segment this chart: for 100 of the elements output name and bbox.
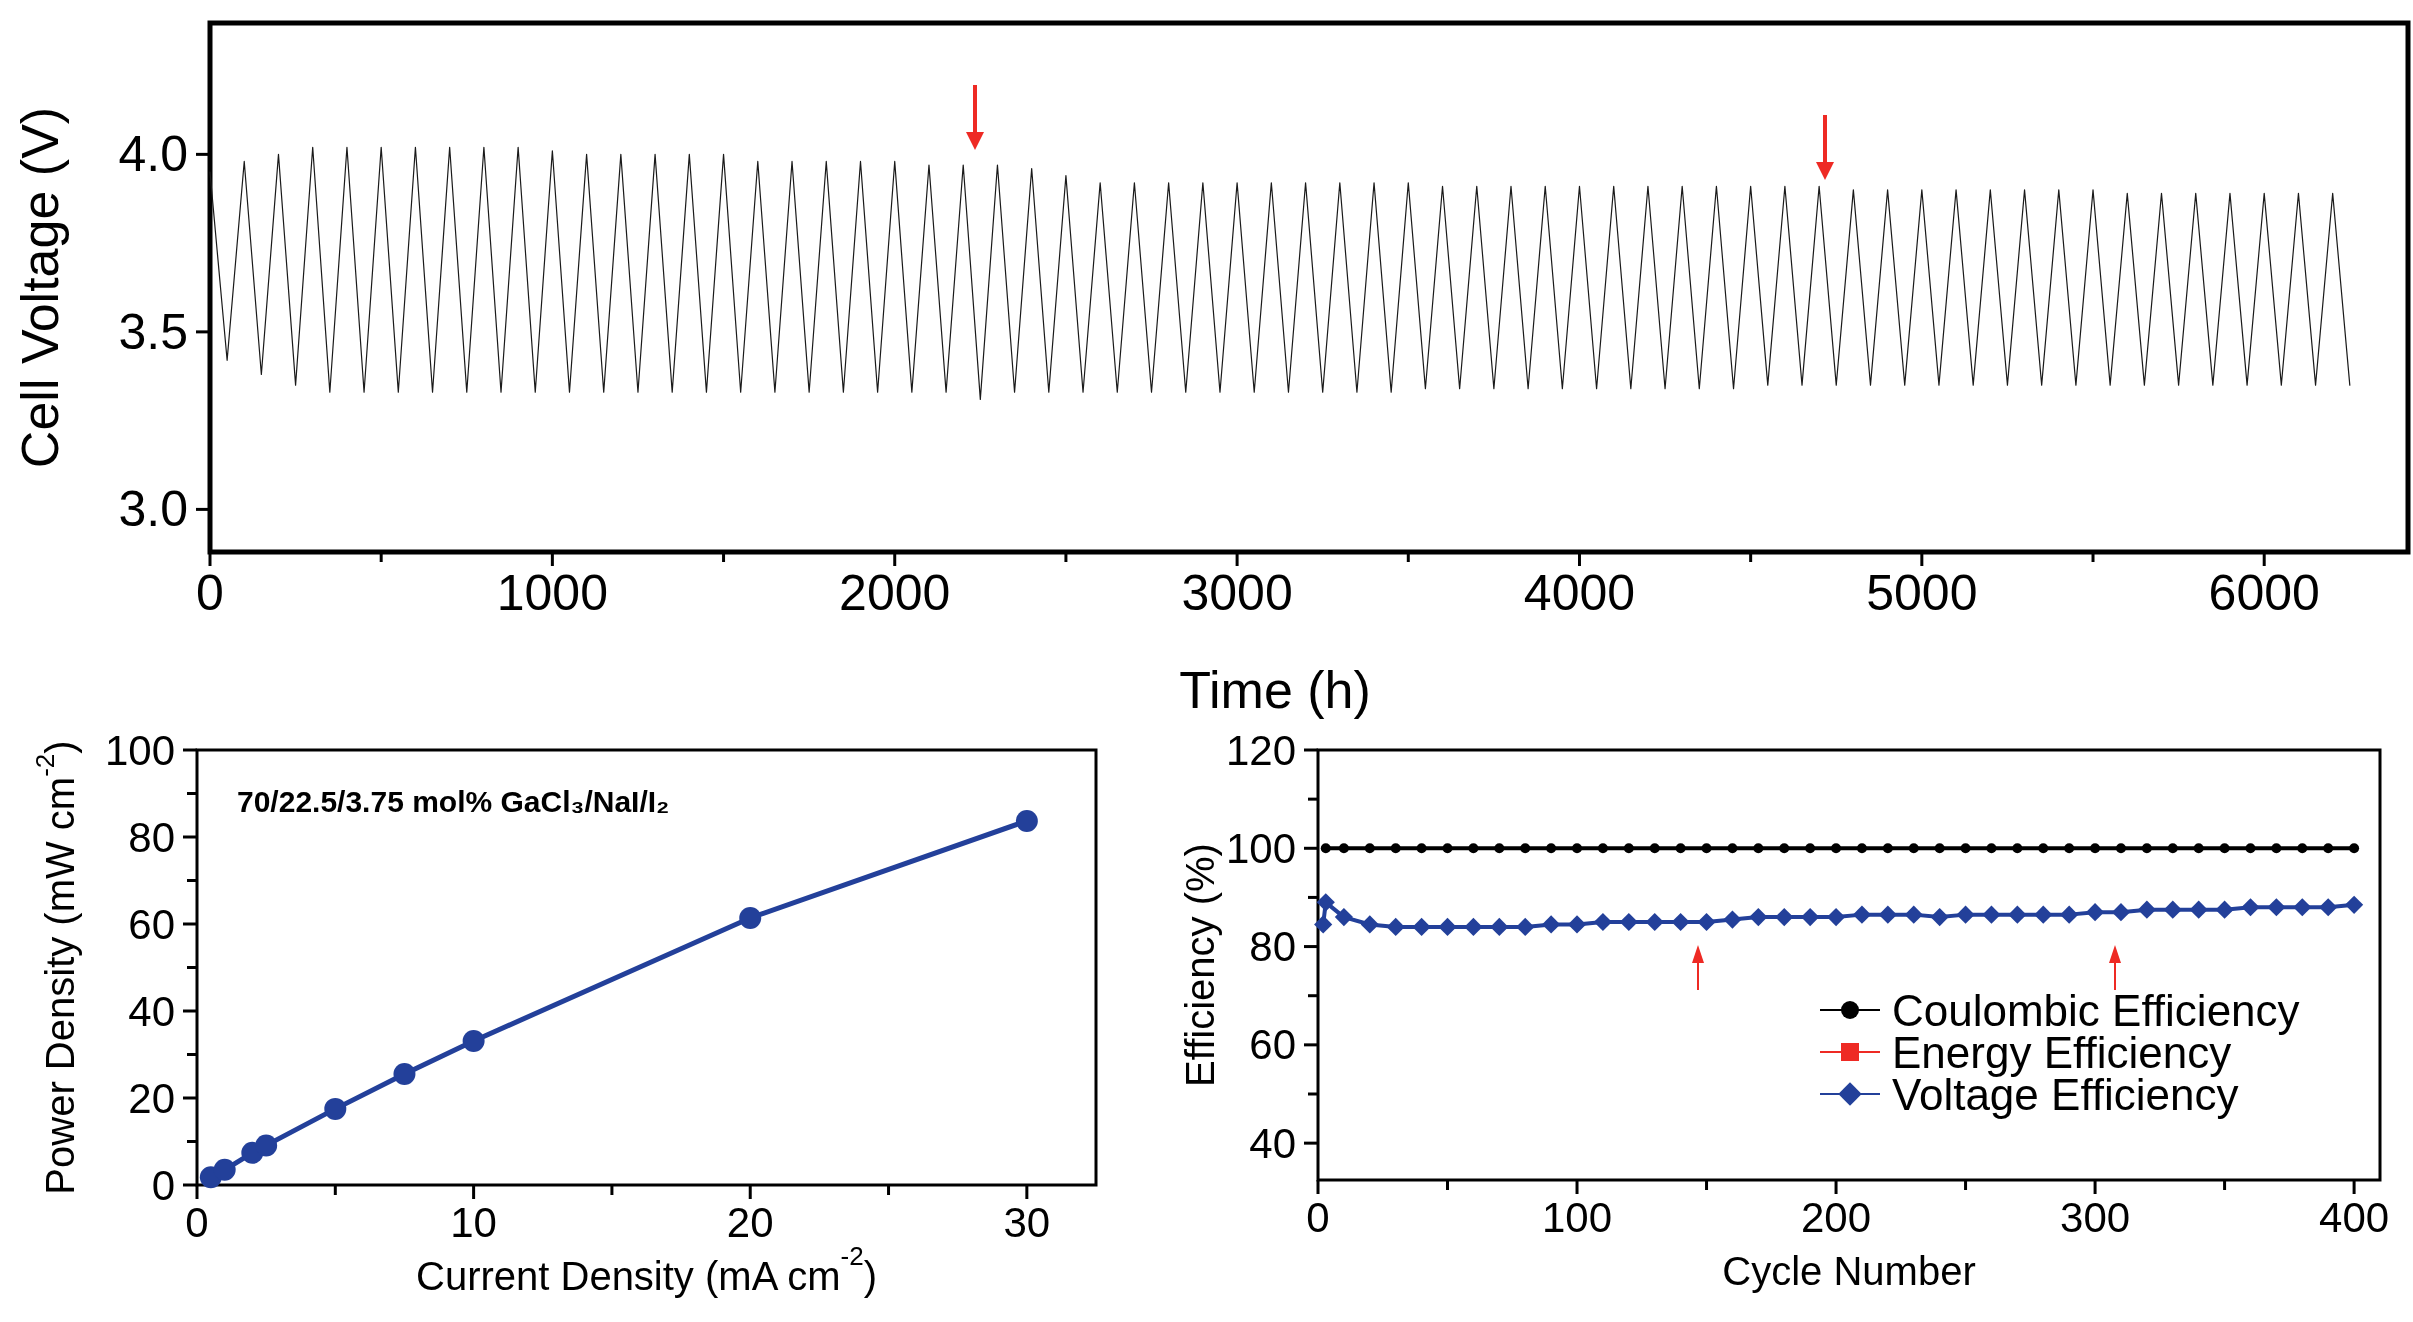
y-tick-label: 60 bbox=[128, 900, 175, 948]
y-tick-label: 100 bbox=[1225, 824, 1296, 872]
point bbox=[1727, 843, 1738, 854]
point bbox=[1542, 915, 1561, 934]
point bbox=[1619, 912, 1638, 932]
point bbox=[1623, 843, 1634, 854]
y-axis-title: Efficiency (%) bbox=[1178, 843, 1222, 1087]
y-tick-label: 80 bbox=[128, 813, 175, 861]
point bbox=[2193, 843, 2204, 854]
point bbox=[2085, 903, 2105, 922]
point bbox=[1723, 910, 1742, 929]
point bbox=[1468, 843, 1479, 854]
point bbox=[1908, 843, 1919, 854]
legend-label: Coulombic Efficiency bbox=[1892, 985, 2300, 1035]
point bbox=[324, 1097, 347, 1120]
point bbox=[1386, 917, 1405, 937]
point bbox=[1934, 843, 1945, 854]
point bbox=[2215, 900, 2234, 919]
point bbox=[1826, 907, 1846, 927]
point bbox=[2008, 905, 2027, 924]
point bbox=[1878, 905, 1897, 924]
point bbox=[1338, 843, 1349, 854]
point bbox=[1593, 912, 1613, 932]
point bbox=[1520, 843, 1531, 854]
point bbox=[1645, 912, 1664, 932]
point bbox=[1546, 843, 1557, 854]
point bbox=[1986, 843, 1997, 854]
point bbox=[739, 906, 762, 929]
point bbox=[2034, 905, 2053, 924]
point bbox=[255, 1134, 278, 1157]
x-tick-label: 4000 bbox=[1523, 565, 1636, 621]
point bbox=[1438, 917, 1457, 937]
point bbox=[1442, 843, 1453, 854]
y-tick-label: 120 bbox=[1225, 726, 1296, 774]
point bbox=[2219, 843, 2230, 854]
point bbox=[1649, 843, 1660, 854]
x-tick-label: 300 bbox=[2060, 1194, 2131, 1242]
point bbox=[2267, 898, 2286, 917]
point bbox=[2012, 843, 2023, 854]
point bbox=[1314, 915, 1333, 934]
point bbox=[2090, 843, 2101, 854]
point bbox=[1597, 843, 1608, 854]
point bbox=[1494, 843, 1505, 854]
point bbox=[2245, 843, 2256, 854]
x-tick-label: 0 bbox=[1306, 1194, 1330, 1242]
point bbox=[2323, 843, 2334, 854]
point bbox=[2137, 900, 2156, 919]
x-tick-label: 0 bbox=[196, 565, 224, 621]
point bbox=[2163, 900, 2182, 919]
annotation: 70/22.5/3.75 mol% GaCl₃/NaI/I₂ bbox=[237, 784, 670, 818]
y-tick-label: 3.5 bbox=[118, 303, 188, 360]
point bbox=[1390, 843, 1401, 854]
point bbox=[2060, 905, 2079, 924]
line-series bbox=[209, 146, 2351, 400]
point bbox=[2319, 898, 2338, 917]
x-tick-label: 400 bbox=[2319, 1194, 2390, 1242]
point bbox=[1360, 915, 1379, 934]
point bbox=[1882, 843, 1893, 854]
point bbox=[1701, 843, 1712, 854]
x-tick-label: 1000 bbox=[496, 565, 608, 621]
y-tick-label: 20 bbox=[128, 1074, 175, 1122]
point bbox=[2293, 898, 2312, 917]
point bbox=[2345, 895, 2364, 914]
point bbox=[1960, 843, 1971, 854]
point bbox=[1572, 843, 1583, 854]
point bbox=[1779, 843, 1790, 854]
point bbox=[1805, 843, 1816, 854]
x-axis-title: Time (h) bbox=[1179, 660, 1371, 719]
point bbox=[2111, 903, 2131, 922]
x-axis-title: Cycle Number bbox=[1722, 1248, 1976, 1293]
point bbox=[1412, 917, 1431, 937]
point bbox=[1801, 907, 1820, 927]
y-tick-label: 0 bbox=[151, 1161, 175, 1209]
y-tick-label: 40 bbox=[1249, 1119, 1296, 1167]
point bbox=[1316, 893, 1335, 912]
point bbox=[2064, 843, 2075, 854]
point bbox=[2271, 843, 2282, 854]
y-tick-label: 60 bbox=[1249, 1021, 1296, 1069]
point bbox=[1675, 843, 1686, 854]
point bbox=[2241, 898, 2260, 917]
point bbox=[393, 1063, 416, 1086]
point bbox=[2297, 843, 2308, 854]
point bbox=[1753, 843, 1764, 854]
y-tick-label: 80 bbox=[1249, 923, 1296, 971]
point bbox=[1364, 843, 1375, 854]
point bbox=[1749, 907, 1768, 927]
point bbox=[1320, 843, 1331, 854]
point bbox=[1516, 917, 1535, 937]
x-tick-label: 30 bbox=[1003, 1199, 1051, 1247]
y-axis-title: Cell Voltage (V) bbox=[11, 106, 69, 469]
x-tick-label: 100 bbox=[1541, 1194, 1613, 1242]
x-tick-label: 5000 bbox=[1866, 565, 1978, 621]
y-tick-label: 4.0 bbox=[118, 126, 188, 183]
y-tick-label: 100 bbox=[104, 726, 175, 774]
point bbox=[1334, 907, 1353, 927]
point bbox=[1671, 912, 1690, 932]
point bbox=[1416, 843, 1427, 854]
point bbox=[1775, 907, 1794, 927]
point bbox=[2349, 843, 2360, 854]
point bbox=[1015, 809, 1038, 832]
